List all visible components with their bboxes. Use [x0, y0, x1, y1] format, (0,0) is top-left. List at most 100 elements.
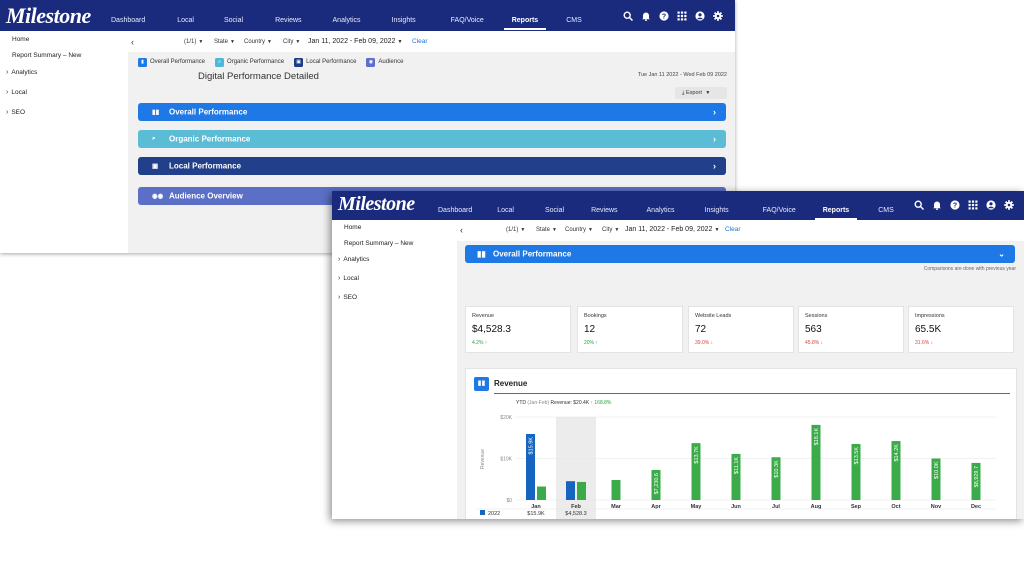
search-icon[interactable]	[623, 11, 633, 21]
country-filter[interactable]: Country ▼	[565, 227, 593, 233]
clear-filters-button[interactable]: Clear	[412, 38, 428, 45]
nav-dashboard[interactable]: Dashboard	[111, 17, 146, 24]
nav-reviews[interactable]: Reviews	[275, 17, 302, 24]
nav-insights[interactable]: Insights	[391, 17, 416, 24]
x-tick-label: Jun	[731, 504, 741, 510]
settings-gear-icon[interactable]	[1004, 200, 1014, 210]
nav-local[interactable]: Local	[497, 207, 514, 214]
nav-social[interactable]: Social	[223, 17, 244, 24]
kpi-value: 12	[584, 324, 596, 335]
x-tick-label: Dec	[971, 504, 981, 510]
sidebar-item-analytics[interactable]: › Analytics	[6, 69, 37, 76]
settings-gear-icon[interactable]	[713, 11, 723, 21]
state-filter[interactable]: State ▼	[536, 227, 557, 233]
svg-text:?: ?	[662, 13, 666, 20]
x-tick-label: May	[691, 504, 703, 510]
title-underline	[494, 393, 1010, 394]
kpi-card-sessions[interactable]: Sessions 563 45.8% ↓	[798, 306, 904, 353]
milestone-logo[interactable]: Milestone	[338, 193, 415, 215]
sidebar-item-home[interactable]: Home	[12, 36, 30, 43]
nav-cms[interactable]: CMS	[566, 17, 582, 24]
clear-filters-button[interactable]: Clear	[725, 226, 741, 233]
kpi-card-revenue[interactable]: Revenue $4,528.3 4.2% ↑	[465, 306, 571, 353]
date-range-label: Jan 11, 2022 - Feb 09, 2022	[625, 226, 713, 233]
state-filter[interactable]: State ▼	[214, 39, 235, 45]
nav-cms[interactable]: CMS	[878, 207, 894, 214]
nav-faq-voice[interactable]: FAQ/Voice	[450, 17, 484, 24]
sidebar: Home Report Summary – New › Analytics › Lo…	[332, 220, 457, 519]
date-range-picker[interactable]: Jan 11, 2022 - Feb 09, 2022 ▼	[308, 38, 402, 45]
bar-data-label: $8,929.7	[974, 466, 980, 487]
ytd-summary: YTD (Jan-Feb) Revenue: $20.4K ↑ 168.8%	[516, 400, 611, 406]
search-icon[interactable]	[914, 200, 924, 210]
kpi-label: Impressions	[915, 313, 945, 319]
header-icons: ?	[623, 11, 723, 21]
state-filter-label: State	[536, 227, 551, 233]
help-icon[interactable]: ?	[659, 11, 669, 21]
collapse-sidebar-icon[interactable]: ‹	[131, 37, 134, 47]
sidebar-item-analytics[interactable]: › Analytics	[338, 256, 369, 263]
help-icon[interactable]: ?	[950, 200, 960, 210]
country-filter-label: Country	[244, 39, 266, 45]
section-title: Overall Performance	[493, 249, 572, 259]
kpi-card-impressions[interactable]: Impressions 65.5K 31.6% ↓	[908, 306, 1014, 353]
section-label: Overall Performance	[169, 107, 248, 117]
nav-local[interactable]: Local	[177, 17, 194, 24]
sidebar-item-seo[interactable]: › SEO	[6, 109, 25, 116]
apps-grid-icon[interactable]	[968, 200, 978, 210]
sidebar-item-report-summary[interactable]: Report Summary – New	[344, 240, 414, 247]
chevron-right-icon: ›	[713, 161, 716, 171]
sidebar-item-label: Local	[343, 275, 359, 282]
top-navigation-bar: Milestone Dashboard Local Social Reviews Ana…	[332, 191, 1024, 220]
city-filter[interactable]: City ▼	[283, 39, 300, 45]
kpi-card-bookings[interactable]: Bookings 12 20% ↑	[577, 306, 683, 353]
sidebar-item-local[interactable]: › Local	[6, 89, 27, 96]
section-label: Organic Performance	[169, 134, 251, 144]
top-navigation-bar: Milestone Dashboard Local Social Reviews Ana…	[0, 0, 735, 31]
tab-organic-performance[interactable]: ⌕ Organic Performance	[215, 55, 284, 69]
nav-insights[interactable]: Insights	[704, 207, 729, 214]
sidebar-item-local[interactable]: › Local	[338, 275, 359, 282]
account-icon[interactable]	[986, 200, 996, 210]
nav-analytics[interactable]: Analytics	[646, 207, 675, 214]
tab-local-performance[interactable]: ▣ Local Performance	[294, 55, 356, 69]
date-range-picker[interactable]: Jan 11, 2022 - Feb 09, 2022 ▼	[625, 226, 719, 233]
x-tick-label: Feb	[571, 504, 581, 510]
bell-icon[interactable]	[932, 200, 942, 210]
nav-reports[interactable]: Reports	[814, 207, 858, 220]
caret-down-icon: ▼	[230, 39, 235, 45]
section-overall-performance[interactable]: ▮▮ Overall Performance ›	[138, 103, 726, 121]
sidebar-item-seo[interactable]: › SEO	[338, 294, 357, 301]
count-filter[interactable]: (1/1) ▼	[506, 227, 525, 233]
bar-data-label: $13.5K	[854, 447, 860, 465]
overall-performance-banner[interactable]: ▮▮ Overall Performance ⌄	[465, 245, 1015, 263]
nav-analytics[interactable]: Analytics	[332, 17, 361, 24]
tab-audience[interactable]: ◉ Audience	[366, 55, 403, 69]
nav-reports[interactable]: Reports	[503, 17, 547, 30]
milestone-logo[interactable]: Milestone	[6, 3, 91, 28]
nav-social[interactable]: Social	[544, 207, 565, 214]
collapse-sidebar-icon[interactable]: ‹	[460, 225, 463, 235]
country-filter[interactable]: Country ▼	[244, 39, 272, 45]
sidebar-item-report-summary[interactable]: Report Summary – New	[12, 52, 82, 59]
section-organic-performance[interactable]: ⌕ Organic Performance ›	[138, 130, 726, 148]
sidebar-item-home[interactable]: Home	[344, 224, 362, 231]
nav-dashboard[interactable]: Dashboard	[438, 207, 473, 214]
apps-grid-icon[interactable]	[677, 11, 687, 21]
kpi-card-website-leads[interactable]: Website Leads 72 39.0% ↓	[688, 306, 794, 353]
sidebar-item-label: Analytics	[343, 256, 370, 263]
bar-2021	[891, 441, 901, 500]
export-button[interactable]: ⤓ Export ▼	[675, 87, 727, 99]
account-icon[interactable]	[695, 11, 705, 21]
bell-icon[interactable]	[641, 11, 651, 21]
nav-reviews[interactable]: Reviews	[591, 207, 618, 214]
tab-overall-performance[interactable]: ▮ Overall Performance	[138, 55, 205, 69]
city-filter[interactable]: City ▼	[602, 227, 619, 233]
count-filter[interactable]: (1/1) ▼	[184, 39, 203, 45]
report-window-back: Milestone Dashboard Local Social Reviews Ana…	[0, 0, 735, 253]
people-icon: ◉	[366, 57, 376, 67]
nav-faq-voice[interactable]: FAQ/Voice	[762, 207, 796, 214]
section-local-performance[interactable]: ▣ Local Performance ›	[138, 157, 726, 175]
people-icon: ◉◉	[152, 193, 164, 200]
